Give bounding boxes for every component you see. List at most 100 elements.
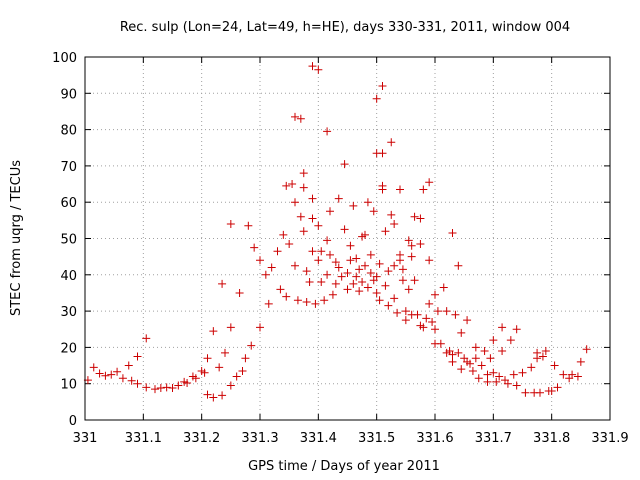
x-tick-label: 331.4 [300, 431, 337, 446]
data-point [118, 374, 127, 383]
data-point [256, 256, 264, 265]
data-point [168, 384, 177, 393]
data-point [533, 348, 542, 357]
x-tick-label: 331.1 [125, 431, 162, 446]
data-point [302, 298, 311, 307]
data-point [378, 185, 387, 194]
data-point [512, 325, 521, 334]
data-point [101, 371, 110, 380]
data-point [378, 82, 387, 91]
data-point [573, 372, 582, 381]
data-point [398, 276, 407, 285]
data-point [498, 323, 507, 332]
data-point [218, 279, 227, 288]
x-tick-label: 331 [73, 431, 98, 446]
data-point [113, 367, 122, 376]
data-point [232, 372, 241, 381]
data-point [509, 370, 518, 379]
data-point [326, 207, 334, 216]
data-point [576, 357, 585, 366]
data-point [390, 294, 399, 303]
data-point [89, 363, 98, 372]
data-point [454, 261, 463, 270]
data-point [343, 285, 352, 294]
data-point [256, 323, 264, 332]
data-point [293, 296, 302, 305]
data-point [361, 230, 369, 239]
y-tick-label: 20 [60, 341, 77, 356]
data-point [422, 314, 431, 323]
data-point [363, 198, 372, 207]
data-point [291, 112, 299, 121]
data-point [553, 383, 562, 392]
data-point [302, 267, 311, 276]
data-point [387, 210, 396, 219]
data-point [413, 310, 422, 319]
data-point [457, 328, 466, 337]
data-point [349, 279, 358, 288]
data-point [358, 278, 367, 287]
plot-frame [84, 56, 611, 421]
x-tick-label: 331.9 [591, 431, 628, 446]
data-point [489, 336, 498, 345]
y-tick-label: 90 [60, 87, 77, 102]
data-point [314, 221, 323, 230]
data-point [582, 345, 591, 354]
data-point [127, 376, 136, 385]
data-point [425, 256, 434, 265]
data-point [226, 219, 235, 228]
data-point [215, 363, 224, 372]
data-point [314, 65, 323, 74]
data-point [393, 308, 402, 317]
data-point [375, 296, 384, 305]
data-point [334, 263, 343, 272]
data-point [203, 390, 212, 399]
data-point [340, 160, 349, 169]
data-point [352, 272, 361, 281]
data-point [235, 288, 244, 297]
data-point [439, 283, 448, 292]
data-point [378, 149, 387, 158]
data-point [261, 270, 270, 279]
data-point [305, 278, 314, 287]
data-point [200, 368, 209, 377]
data-point [337, 272, 346, 281]
y-tick-label: 50 [60, 233, 77, 248]
data-point [416, 214, 425, 223]
data-point [372, 94, 381, 103]
y-tick-label: 70 [60, 160, 77, 175]
data-point [416, 239, 425, 248]
data-point [428, 317, 437, 326]
data-point [250, 243, 259, 252]
data-point [326, 250, 334, 259]
data-point [463, 316, 472, 325]
data-point [419, 323, 428, 332]
data-point [299, 183, 308, 192]
data-point [492, 377, 501, 386]
data-point [308, 194, 317, 203]
data-point [384, 301, 393, 310]
data-point [314, 256, 323, 265]
data-point [366, 268, 375, 277]
data-point [226, 381, 235, 390]
data-point [352, 254, 361, 263]
y-tick-label: 10 [60, 378, 77, 393]
y-tick-label: 40 [60, 269, 77, 284]
data-point [477, 361, 486, 370]
data-point [218, 391, 227, 400]
chart-title: Rec. sulp (Lon=24, Lat=49, h=HE), days 3… [120, 20, 570, 35]
data-point [328, 290, 337, 299]
data-point [282, 292, 291, 301]
data-point [291, 198, 299, 207]
data-point [486, 354, 495, 363]
data-point [396, 185, 404, 194]
data-point [372, 272, 381, 281]
data-point [448, 229, 457, 238]
data-point [410, 212, 419, 221]
data-point [124, 361, 133, 370]
x-tick-label: 331.7 [475, 431, 512, 446]
data-point [381, 281, 390, 290]
data-point [355, 287, 364, 296]
data-point [183, 378, 192, 387]
